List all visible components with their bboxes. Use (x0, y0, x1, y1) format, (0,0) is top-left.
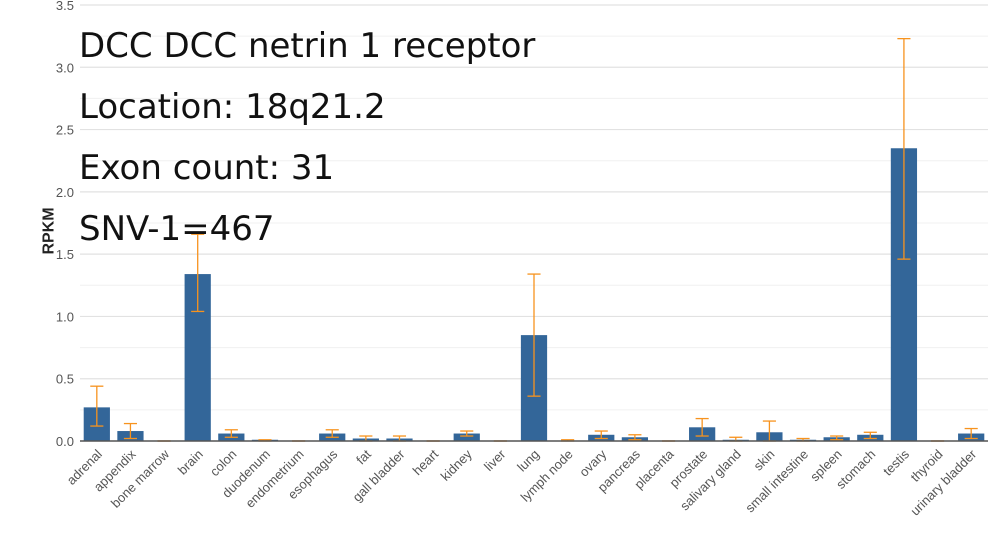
location-text: Location: 18q21.2 (79, 87, 386, 127)
y-tick-label: 2.5 (56, 123, 74, 138)
x-tick-label: skin (751, 447, 778, 474)
x-tick-label: fat (353, 446, 374, 467)
x-tick-label: lung (514, 447, 542, 475)
y-tick-label: 0.5 (56, 372, 74, 387)
bar-kidney (453, 433, 480, 441)
x-tick-label: brain (175, 447, 206, 478)
snv-text: SNV-1=467 (79, 209, 275, 249)
y-tick-label: 0.0 (56, 434, 74, 449)
y-tick-label: 3.0 (56, 60, 74, 75)
x-tick-label: kidney (438, 446, 476, 484)
y-tick-label: 2.0 (56, 185, 74, 200)
y-tick-label: 1.5 (56, 247, 74, 262)
y-axis-label: RPKM (40, 207, 58, 255)
x-tick-label: liver (481, 446, 509, 474)
y-tick-label: 1.0 (56, 309, 74, 324)
exon-count-text: Exon count: 31 (79, 148, 335, 188)
gene-name-text: DCC DCC netrin 1 receptor (79, 26, 536, 66)
y-tick-label: 3.5 (56, 0, 74, 13)
